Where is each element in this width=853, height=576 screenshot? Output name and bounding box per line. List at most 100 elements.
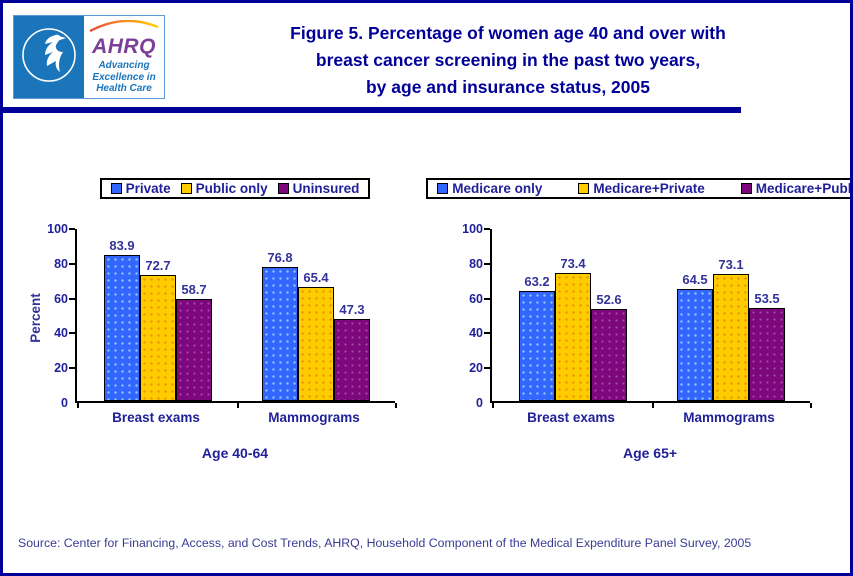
bar — [591, 309, 627, 401]
category-label: Breast exams — [112, 410, 200, 425]
category-labels: Breast exams Mammograms — [490, 410, 810, 430]
figure-title-line: by age and insurance status, 2005 — [365, 77, 650, 97]
legend-item: Uninsured — [277, 181, 360, 196]
y-tick-label: 0 — [476, 396, 483, 410]
plot-area: 63.2 73.4 52.6 64.5 73.1 53.5 — [484, 228, 812, 408]
legend-swatch-icon — [578, 183, 590, 194]
hhs-logo-panel — [14, 16, 84, 98]
bar — [104, 255, 140, 401]
y-tick-label: 40 — [54, 326, 68, 341]
bar-value-label: 65.4 — [303, 270, 329, 285]
bar-value-label: 73.4 — [560, 256, 586, 271]
bar — [519, 291, 555, 401]
y-tick-label: 20 — [54, 361, 68, 376]
y-tick-mark — [484, 367, 490, 370]
bar-value-label: 64.5 — [682, 272, 708, 287]
bar-value-label: 72.7 — [145, 258, 171, 273]
legend-label: Medicare+Public — [755, 181, 853, 196]
legend-label: Private — [125, 181, 171, 196]
legend-item: Medicare only — [437, 181, 542, 196]
y-axis-title: Percent — [28, 293, 43, 343]
y-tick-label: 100 — [47, 222, 68, 236]
ahrq-tagline: Advancing Excellence in Health Care — [92, 60, 155, 95]
legend-label: Medicare+Private — [593, 181, 705, 196]
legend-row: Medicare only Medicare+Private Medicare+Pu… — [426, 178, 850, 199]
x-tick-mark — [237, 403, 239, 408]
source-note: Source: Center for Financing, Access, an… — [18, 536, 752, 550]
x-tick-mark — [810, 403, 812, 408]
legend-swatch-icon — [740, 183, 752, 194]
y-tick-label: 80 — [469, 256, 483, 271]
legend-item: Medicare+Public — [740, 181, 853, 196]
y-axis-ticks: 0 20 40 60 80 100 — [41, 222, 75, 410]
y-axis-ticks: 0 20 40 60 80 100 — [456, 222, 490, 410]
y-tick-label: 60 — [54, 291, 68, 306]
x-tick-mark — [395, 403, 397, 408]
chart-age-40-64: Private Public only Uninsured 0 20 40 60 80 100 8… — [20, 178, 420, 461]
bar-value-label: 76.8 — [267, 250, 293, 265]
y-tick-label: 100 — [462, 222, 483, 236]
ahrq-tagline-line: Excellence in — [92, 71, 156, 83]
bar — [713, 274, 749, 401]
agency-logo: AHRQ Advancing Excellence in Health Care — [13, 15, 165, 99]
legend-row: Private Public only Uninsured — [75, 178, 395, 199]
legend-swatch-icon — [180, 183, 192, 194]
ahrq-wordmark: AHRQ — [92, 35, 156, 59]
category-labels: Breast exams Mammograms — [75, 410, 395, 430]
bar-value-label: 63.2 — [524, 274, 550, 289]
legend-swatch-icon — [110, 183, 122, 194]
figure-title-line: Figure 5. Percentage of women age 40 and… — [290, 23, 726, 43]
plot-area: 83.9 72.7 58.7 76.8 65.4 47.3 — [69, 228, 397, 408]
bar-value-label: 73.1 — [718, 257, 744, 272]
bar — [334, 319, 370, 401]
y-tick-mark — [484, 262, 490, 265]
bar-value-label: 83.9 — [109, 238, 135, 253]
ahrq-logo-panel: AHRQ Advancing Excellence in Health Care — [84, 16, 164, 98]
bar — [555, 273, 591, 401]
legend: Private Public only Uninsured — [99, 178, 371, 199]
y-tick-mark — [69, 228, 75, 230]
bar — [298, 287, 334, 401]
bar-value-label: 47.3 — [339, 302, 365, 317]
category-label: Mammograms — [268, 410, 360, 425]
age-group-label: Age 65+ — [622, 445, 678, 461]
y-tick-label: 0 — [61, 396, 68, 410]
chart-age-65-plus: Medicare only Medicare+Private Medicare+Pu… — [426, 178, 850, 461]
x-tick-mark — [652, 403, 654, 408]
bar — [677, 289, 713, 401]
ahrq-swoosh-icon — [88, 19, 160, 37]
y-tick-mark — [69, 332, 75, 335]
legend-label: Public only — [195, 181, 268, 196]
y-tick-label: 80 — [54, 256, 68, 271]
y-tick-mark — [484, 297, 490, 300]
bar-value-label: 58.7 — [181, 282, 207, 297]
x-tick-mark — [77, 403, 79, 408]
legend-label: Uninsured — [292, 181, 360, 196]
bar — [262, 267, 298, 401]
figure-title: Figure 5. Percentage of women age 40 and… — [183, 20, 833, 101]
bar-value-label: 52.6 — [596, 292, 622, 307]
legend-item: Public only — [180, 181, 268, 196]
legend-swatch-icon — [277, 183, 289, 194]
y-tick-mark — [69, 262, 75, 265]
plot-row: 0 20 40 60 80 100 63.2 73.4 52.6 64.5 73.1 53.5 — [456, 222, 835, 410]
legend-item: Private — [110, 181, 171, 196]
figure-title-line: breast cancer screening in the past two … — [315, 50, 701, 70]
header-divider — [3, 107, 741, 113]
legend-swatch-icon — [437, 183, 449, 194]
y-tick-label: 40 — [469, 326, 483, 341]
legend: Medicare only Medicare+Private Medicare+Pu… — [426, 178, 853, 199]
bar — [176, 299, 212, 401]
bar-value-label: 53.5 — [754, 291, 780, 306]
legend-item: Medicare+Private — [578, 181, 705, 196]
age-group-label: Age 40-64 — [201, 445, 269, 461]
y-tick-label: 20 — [469, 361, 483, 376]
category-label: Mammograms — [683, 410, 775, 425]
legend-label: Medicare only — [452, 181, 543, 196]
y-tick-mark — [69, 297, 75, 300]
y-tick-mark — [484, 332, 490, 335]
ahrq-tagline-line: Health Care — [96, 83, 152, 95]
ahrq-tagline-line: Advancing — [98, 60, 150, 72]
hhs-seal-icon — [20, 26, 78, 89]
